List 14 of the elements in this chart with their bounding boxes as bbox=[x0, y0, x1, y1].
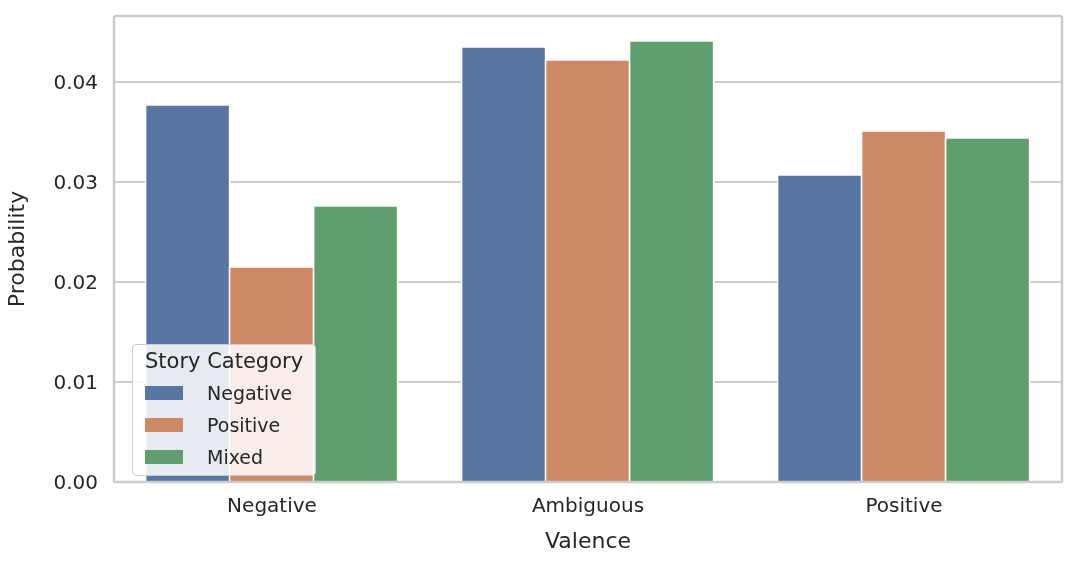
y-tick-label: 0.03 bbox=[53, 170, 98, 195]
y-tick-label: 0.00 bbox=[53, 470, 98, 495]
x-tick-label: Ambiguous bbox=[531, 493, 645, 518]
legend-label: Negative bbox=[207, 382, 293, 404]
legend-title: Story Category bbox=[145, 349, 304, 373]
x-axis-title: Valence bbox=[544, 528, 632, 553]
legend-label: Positive bbox=[207, 414, 281, 436]
x-tick-label: Negative bbox=[227, 493, 317, 518]
y-tick-label: 0.01 bbox=[53, 370, 98, 395]
y-axis-title: Probability bbox=[3, 190, 29, 308]
y-tick-label: 0.02 bbox=[53, 270, 98, 295]
legend-label: Mixed bbox=[207, 446, 264, 468]
x-tick-label: Positive bbox=[865, 493, 943, 518]
y-tick-label: 0.04 bbox=[53, 70, 98, 95]
